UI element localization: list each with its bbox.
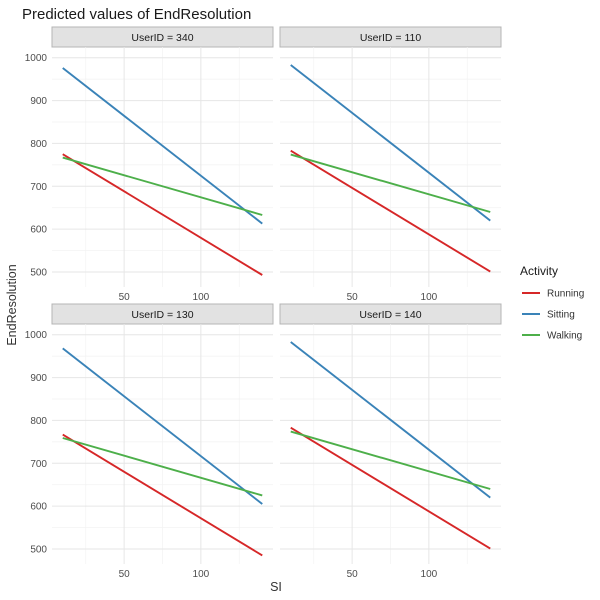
gridlines	[280, 324, 501, 564]
line-walking-140	[290, 430, 491, 490]
line-sitting-110	[290, 64, 491, 222]
y-tick-label: 600	[30, 225, 47, 236]
y-tick-label: 1000	[25, 330, 48, 341]
y-tick-label: 800	[30, 416, 47, 427]
x-tick-label: 50	[347, 569, 359, 580]
line-sitting-140	[290, 341, 491, 499]
facet-panel-110: UserID = 110 50 100	[279, 26, 502, 303]
line-sitting-130	[62, 347, 263, 505]
legend: Activity Running Sitting Walking	[520, 264, 584, 342]
gridlines	[52, 324, 273, 564]
y-tick-label: 600	[30, 502, 47, 513]
legend-label-sitting: Sitting	[547, 310, 575, 321]
facet-panel-140: UserID = 140 50 100	[279, 303, 502, 580]
y-tick-label: 1000	[25, 53, 48, 64]
line-sitting-340	[62, 67, 263, 225]
chart-title: Predicted values of EndResolution	[22, 6, 251, 23]
x-axis-label: SI	[270, 580, 282, 594]
line-running-140	[290, 426, 491, 550]
facet-strip-label-130: UserID = 130	[131, 309, 193, 321]
x-tick-label: 50	[347, 292, 359, 303]
x-tick-label: 100	[193, 569, 210, 580]
y-tick-label: 500	[30, 545, 47, 556]
facet-strip-label-110: UserID = 110	[360, 32, 422, 44]
x-tick-label: 50	[119, 569, 131, 580]
y-tick-label: 800	[30, 139, 47, 150]
legend-label-walking: Walking	[547, 331, 582, 342]
y-tick-label: 900	[30, 96, 47, 107]
line-walking-130	[62, 437, 263, 497]
line-running-340	[62, 153, 263, 276]
line-running-110	[290, 149, 491, 273]
facet-panel-340: UserID = 340 500 600 700 800 900 1000 50 100	[25, 26, 274, 303]
facet-panel-130: UserID = 130 500 600 700 800 900 1000 50 100	[25, 303, 274, 580]
y-tick-label: 700	[30, 182, 47, 193]
x-tick-label: 50	[119, 292, 131, 303]
line-walking-110	[290, 153, 491, 213]
x-tick-label: 100	[421, 569, 438, 580]
y-axis-label: EndResolution	[5, 264, 19, 345]
line-running-130	[62, 433, 263, 557]
legend-title: Activity	[520, 264, 558, 278]
line-walking-340	[62, 156, 263, 216]
y-tick-label: 900	[30, 373, 47, 384]
y-tick-label: 700	[30, 459, 47, 470]
facet-strip-label-340: UserID = 340	[131, 32, 193, 44]
x-tick-label: 100	[421, 292, 438, 303]
y-tick-label: 500	[30, 268, 47, 279]
legend-label-running: Running	[547, 289, 584, 300]
x-tick-label: 100	[193, 292, 210, 303]
facet-strip-label-140: UserID = 140	[359, 309, 421, 321]
